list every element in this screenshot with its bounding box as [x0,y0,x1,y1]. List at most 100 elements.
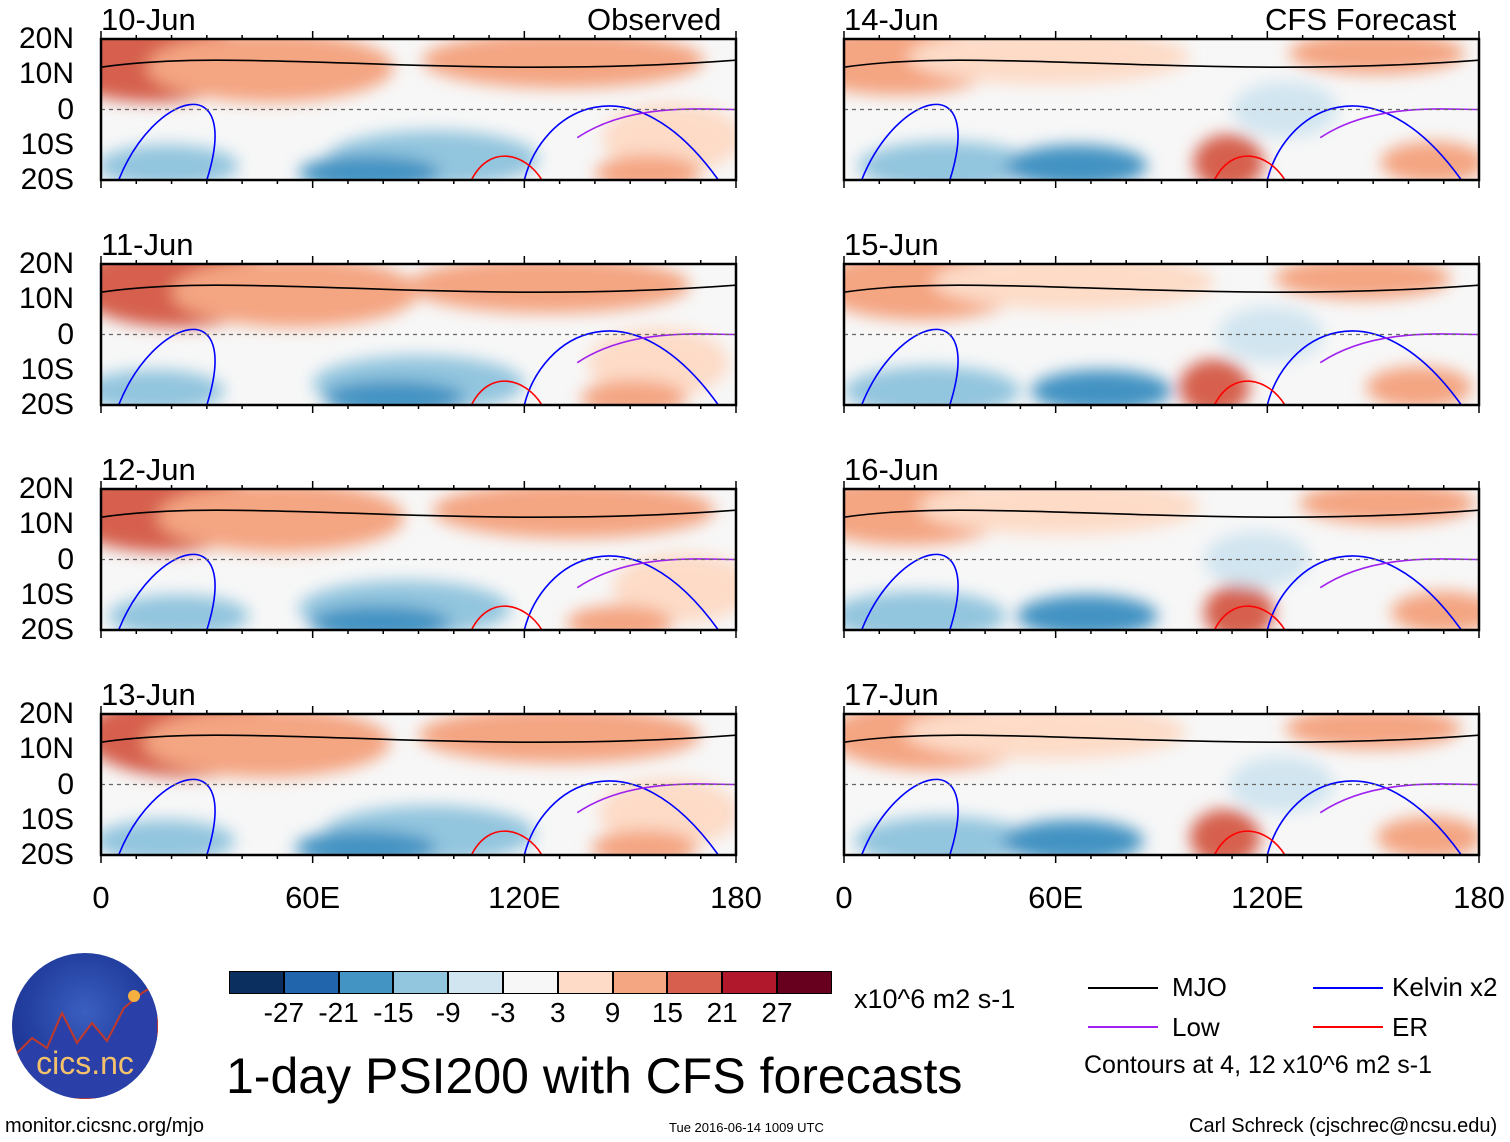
map-panel [842,256,1481,413]
anomaly-region [591,830,698,855]
legend-label-er: ER [1392,1012,1429,1042]
lat-tick-label: 10N [18,282,74,316]
contour-line [101,734,736,743]
contour-line [523,555,720,630]
map-panel [842,31,1481,188]
legend-line-kelvin [1313,987,1383,989]
lon-tick-label: 0 [92,880,110,915]
contour-line [1319,333,1479,364]
anomaly-region [157,489,405,553]
legend-line-er [1313,1026,1383,1028]
contour-line [117,778,216,855]
lat-tick-label: 20N [18,22,74,55]
colorbar-swatch [557,971,613,994]
map-panel [99,706,738,863]
contour-line [1319,783,1479,814]
anomaly-region [407,264,691,314]
colorbar-label: 3 [550,997,566,1028]
anomaly-region [844,591,1007,630]
colorbar-label: 9 [604,997,621,1028]
colorbar-swatch [722,971,777,994]
lat-tick-label: 10S [20,352,74,386]
lon-tick-label: 120E [1231,880,1304,915]
lat-tick-label: 10N [18,57,74,91]
panel-date: 16-Jun [844,452,939,487]
forecast-label: CFS Forecast [1265,2,1457,37]
lon-tick-label: 180 [1453,880,1505,915]
legend-label-kelvin: Kelvin x2 [1392,972,1498,1002]
contour-line [1266,780,1463,855]
map-panel [99,31,738,188]
lon-tick-label: 120E [488,880,561,915]
anomaly-region [1228,756,1335,813]
colorbar-swatch [338,971,394,994]
panel-date: 12-Jun [101,452,196,487]
anomaly-region [854,816,1031,855]
colorbar-swatch [777,971,832,994]
legend-label-mjo: MJO [1172,972,1227,1002]
anomaly-region [1179,359,1250,405]
colorbar-label: -15 [373,997,414,1028]
contour-line [576,783,736,814]
anomaly-region [918,489,1201,535]
lat-tick-label: 20S [20,163,74,196]
anomaly-region [1380,141,1479,180]
contour-line [101,59,736,68]
contour-line [860,103,959,180]
colorbar-units: x10^6 m2 s-1 [854,984,1016,1014]
lat-tick-label: 20N [18,247,74,280]
anomaly-region [418,714,701,764]
colorbar-label: -3 [490,997,516,1028]
panel-date: 11-Jun [101,227,194,262]
timestamp: Tue 2016-06-14 1009 UTC [669,1120,824,1135]
anomaly-region [309,605,451,630]
anomaly-region [1274,264,1451,300]
anomaly-region [594,155,701,180]
anomaly-region [601,102,736,173]
anomaly-region [1016,594,1158,630]
contour-line [101,509,736,518]
colorbar-label: 15 [651,997,683,1028]
lat-tick-label: 20N [18,472,74,505]
lat-tick-label: 20S [20,388,74,421]
anomaly-region [101,819,236,855]
lat-tick-label: 0 [57,92,74,126]
anomaly-region [904,714,1187,760]
contour-line [117,103,216,180]
contour-line [470,380,543,405]
lat-tick-label: 10N [18,507,74,541]
anomaly-region [1299,489,1476,525]
anomaly-region [1366,366,1472,405]
contour-line [576,558,736,589]
anomaly-region [1006,144,1148,180]
credit: Carl Schreck (cjschrec@ncsu.edu) [1189,1115,1498,1137]
map-panel [842,481,1481,638]
lat-tick-label: 20S [20,838,74,871]
observed-label: Observed [587,2,722,37]
source-url[interactable]: monitor.cicsnc.org/mjo [5,1115,204,1137]
contour-line [470,830,543,855]
contour-line [576,108,736,139]
contour-line [1213,605,1286,630]
anomaly-region [1390,591,1479,630]
lat-tick-label: 0 [57,542,74,576]
contour-line [1213,155,1286,180]
lat-tick-label: 0 [57,317,74,351]
anomaly-region [143,714,391,778]
anomaly-region [612,552,736,623]
colorbar-label: 27 [761,997,793,1028]
anomaly-region [146,39,394,103]
anomaly-region [1284,714,1462,750]
contour-line [844,284,1479,293]
contour-line [1266,555,1463,630]
colorbar-swatch [448,971,503,994]
contour-line [860,778,959,855]
contour-line [470,155,543,180]
anomaly-region [598,777,736,848]
panel-date: 17-Jun [844,677,939,712]
map-panel [99,481,738,638]
panel-date: 15-Jun [844,227,939,262]
anomaly-region [432,489,715,539]
contour-line [844,734,1479,743]
